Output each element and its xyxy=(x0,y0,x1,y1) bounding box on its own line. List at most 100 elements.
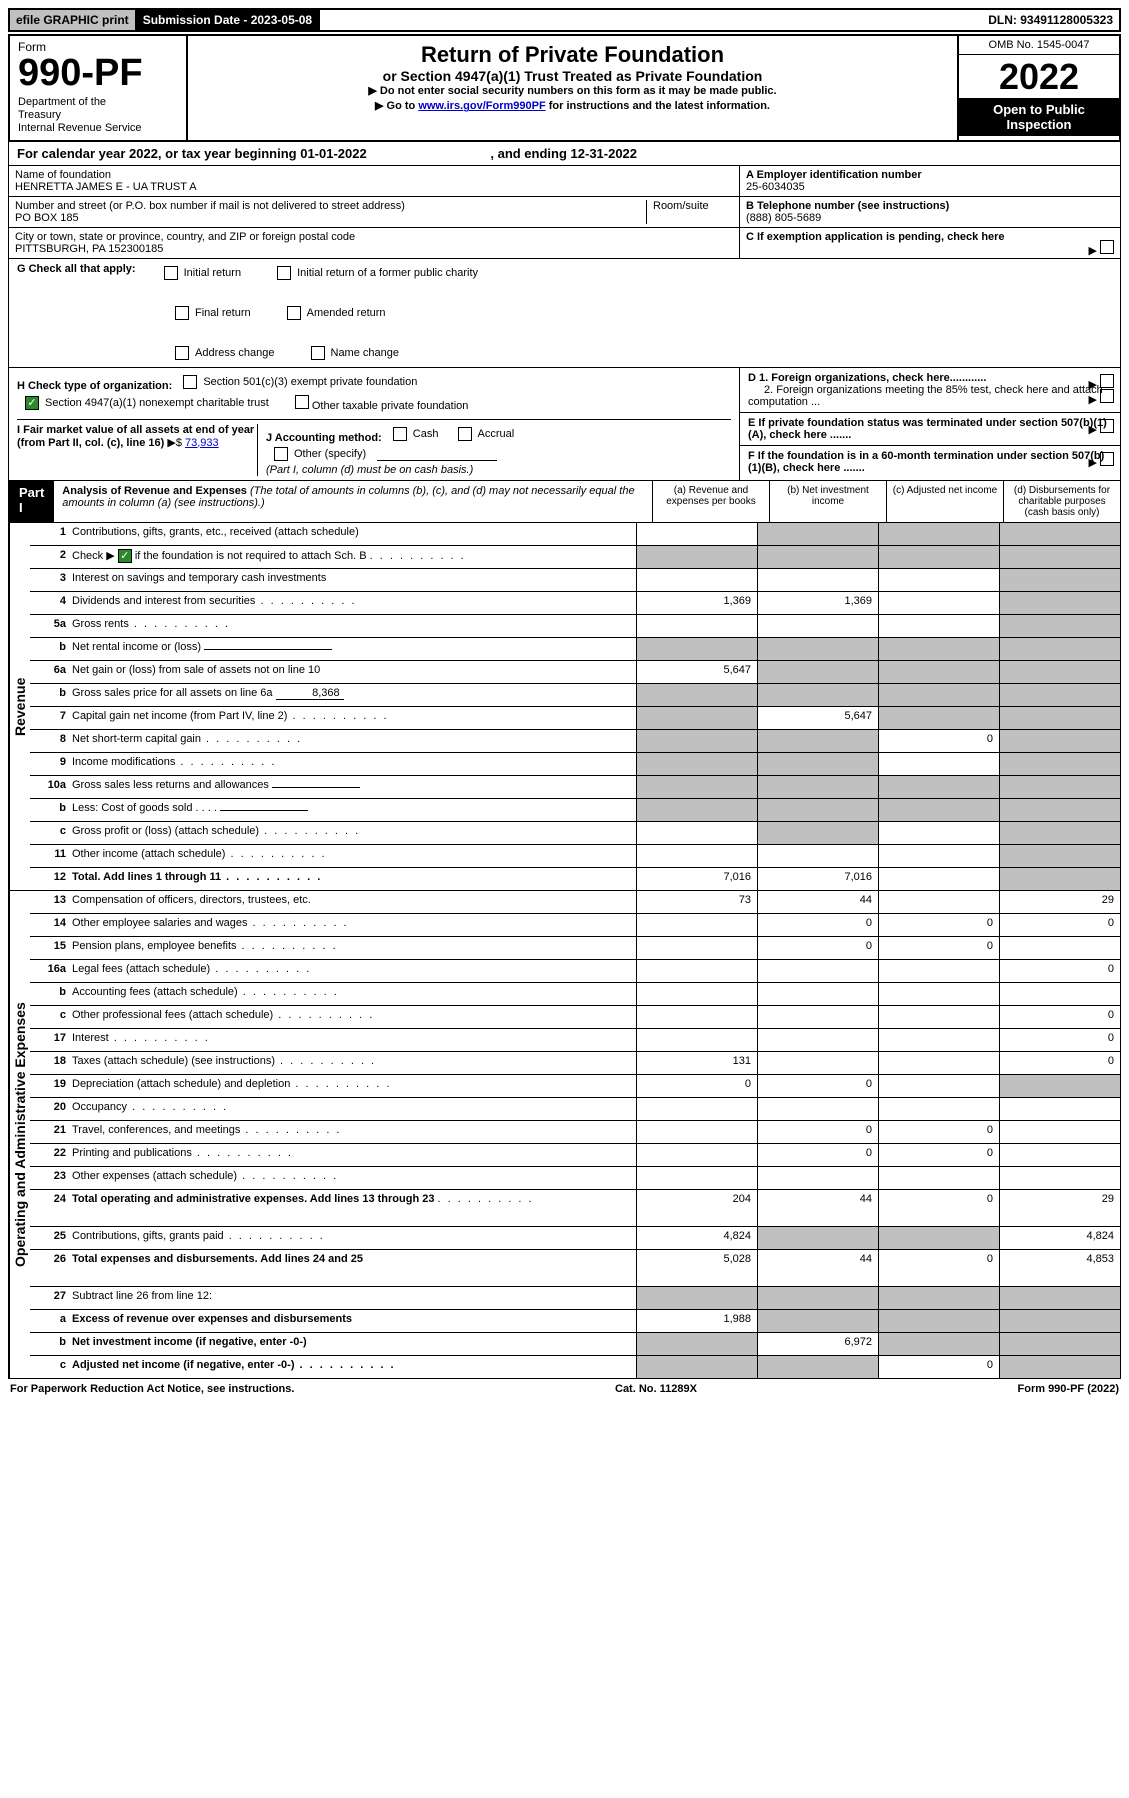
row-4-desc: Dividends and interest from securities xyxy=(72,592,636,614)
top-bar: efile GRAPHIC print Submission Date - 20… xyxy=(8,8,1121,32)
initial-former-checkbox[interactable] xyxy=(277,266,291,280)
fmv-value[interactable]: 73,933 xyxy=(185,437,219,449)
part-1-header-row: Part I Analysis of Revenue and Expenses … xyxy=(8,481,1121,523)
row-10b-desc: Less: Cost of goods sold . . . . xyxy=(72,799,636,821)
address-change-checkbox[interactable] xyxy=(175,346,189,360)
section-c-label: C If exemption application is pending, c… xyxy=(746,231,1005,243)
row-20-desc: Occupancy xyxy=(72,1098,636,1120)
form-subtitle: or Section 4947(a)(1) Trust Treated as P… xyxy=(194,68,951,84)
pending-checkbox[interactable] xyxy=(1100,240,1114,254)
row-25-desc: Contributions, gifts, grants paid xyxy=(72,1227,636,1249)
ein-label: A Employer identification number xyxy=(746,169,922,181)
row-15-desc: Pension plans, employee benefits xyxy=(72,937,636,959)
footer-cat-no: Cat. No. 11289X xyxy=(615,1383,697,1395)
row-14-desc: Other employee salaries and wages xyxy=(72,914,636,936)
row-27c-col-c: 0 xyxy=(878,1356,999,1378)
section-g: G Check all that apply: Initial return I… xyxy=(8,259,1121,368)
row-24-col-a: 204 xyxy=(636,1190,757,1226)
page-footer: For Paperwork Reduction Act Notice, see … xyxy=(8,1379,1121,1399)
col-c-header: (c) Adjusted net income xyxy=(886,481,1003,522)
sch-b-checkbox[interactable] xyxy=(118,549,132,563)
row-6a-desc: Net gain or (loss) from sale of assets n… xyxy=(72,661,636,683)
row-10a-desc: Gross sales less returns and allowances xyxy=(72,776,636,798)
form-note-1: ▶ Do not enter social security numbers o… xyxy=(194,84,951,99)
status-terminated-checkbox[interactable] xyxy=(1100,419,1114,433)
part-1-label: Part I xyxy=(9,481,54,522)
city-state-zip: PITTSBURGH, PA 152300185 xyxy=(15,243,733,255)
row-12-col-b: 7,016 xyxy=(757,868,878,890)
initial-return-checkbox[interactable] xyxy=(164,266,178,280)
501c3-checkbox[interactable] xyxy=(183,375,197,389)
section-f: F If the foundation is in a 60-month ter… xyxy=(748,450,1104,474)
name-label: Name of foundation xyxy=(15,169,733,181)
row-18-col-d: 0 xyxy=(999,1052,1120,1074)
efile-print-button[interactable]: efile GRAPHIC print xyxy=(10,10,137,30)
cash-checkbox[interactable] xyxy=(393,427,407,441)
row-15-col-b: 0 xyxy=(757,937,878,959)
form-header: Form 990-PF Department of theTreasuryInt… xyxy=(8,34,1121,142)
section-d2: 2. Foreign organizations meeting the 85%… xyxy=(748,384,1103,408)
row-27a-col-a: 1,988 xyxy=(636,1310,757,1332)
dept-treasury: Department of theTreasuryInternal Revenu… xyxy=(18,96,178,136)
other-method-checkbox[interactable] xyxy=(274,447,288,461)
4947-checkbox[interactable] xyxy=(25,396,39,410)
row-15-col-c: 0 xyxy=(878,937,999,959)
60-month-checkbox[interactable] xyxy=(1100,452,1114,466)
row-27b-col-b: 6,972 xyxy=(757,1333,878,1355)
other-taxable-checkbox[interactable] xyxy=(295,395,309,409)
row-19-desc: Depreciation (attach schedule) and deple… xyxy=(72,1075,636,1097)
final-return-checkbox[interactable] xyxy=(175,306,189,320)
row-22-desc: Printing and publications xyxy=(72,1144,636,1166)
irs-link[interactable]: www.irs.gov/Form990PF xyxy=(418,100,545,112)
row-11-desc: Other income (attach schedule) xyxy=(72,845,636,867)
footer-form-ref: Form 990-PF (2022) xyxy=(1018,1383,1120,1395)
row-8-col-c: 0 xyxy=(878,730,999,752)
row-6a-col-a: 5,647 xyxy=(636,661,757,683)
amended-return-checkbox[interactable] xyxy=(287,306,301,320)
name-change-checkbox[interactable] xyxy=(311,346,325,360)
city-label: City or town, state or province, country… xyxy=(15,231,733,243)
ein-value: 25-6034035 xyxy=(746,181,805,193)
part-1-title: Analysis of Revenue and Expenses xyxy=(62,485,247,497)
row-6b-value: 8,368 xyxy=(276,687,344,700)
row-12-col-a: 7,016 xyxy=(636,868,757,890)
row-22-col-b: 0 xyxy=(757,1144,878,1166)
dln: DLN: 93491128005323 xyxy=(982,10,1119,30)
row-13-col-a: 73 xyxy=(636,891,757,913)
open-to-public: Open to Public Inspection xyxy=(959,98,1119,136)
row-14-col-c: 0 xyxy=(878,914,999,936)
row-13-col-b: 44 xyxy=(757,891,878,913)
expenses-side-label: Operating and Administrative Expenses xyxy=(9,891,30,1378)
tax-year: 2022 xyxy=(959,55,1119,98)
row-12-desc: Total. Add lines 1 through 11 xyxy=(72,868,636,890)
row-17-col-d: 0 xyxy=(999,1029,1120,1051)
revenue-section: Revenue 1Contributions, gifts, grants, e… xyxy=(8,523,1121,891)
row-18-col-a: 131 xyxy=(636,1052,757,1074)
row-16a-desc: Legal fees (attach schedule) xyxy=(72,960,636,982)
column-headers: (a) Revenue and expenses per books (b) N… xyxy=(652,481,1120,522)
form-title: Return of Private Foundation xyxy=(194,42,951,68)
footer-paperwork: For Paperwork Reduction Act Notice, see … xyxy=(10,1383,294,1395)
row-9-desc: Income modifications xyxy=(72,753,636,775)
accrual-checkbox[interactable] xyxy=(458,427,472,441)
row-7-desc: Capital gain net income (from Part IV, l… xyxy=(72,707,636,729)
section-h-label: H Check type of organization: xyxy=(17,380,172,392)
row-21-col-b: 0 xyxy=(757,1121,878,1143)
row-26-col-d: 4,853 xyxy=(999,1250,1120,1286)
foreign-org-checkbox[interactable] xyxy=(1100,374,1114,388)
row-16c-col-d: 0 xyxy=(999,1006,1120,1028)
section-d1: D 1. Foreign organizations, check here..… xyxy=(748,372,986,384)
row-23-desc: Other expenses (attach schedule) xyxy=(72,1167,636,1189)
row-26-col-a: 5,028 xyxy=(636,1250,757,1286)
row-17-desc: Interest xyxy=(72,1029,636,1051)
row-22-col-c: 0 xyxy=(878,1144,999,1166)
row-13-col-d: 29 xyxy=(999,891,1120,913)
form-note-2: ▶ Go to www.irs.gov/Form990PF for instru… xyxy=(194,99,951,114)
row-14-col-d: 0 xyxy=(999,914,1120,936)
row-3-desc: Interest on savings and temporary cash i… xyxy=(72,569,636,591)
row-10c-desc: Gross profit or (loss) (attach schedule) xyxy=(72,822,636,844)
row-27a-desc: Excess of revenue over expenses and disb… xyxy=(72,1310,636,1332)
foreign-85-checkbox[interactable] xyxy=(1100,389,1114,403)
row-4-col-a: 1,369 xyxy=(636,592,757,614)
identity-block: Name of foundation HENRETTA JAMES E - UA… xyxy=(8,166,1121,259)
